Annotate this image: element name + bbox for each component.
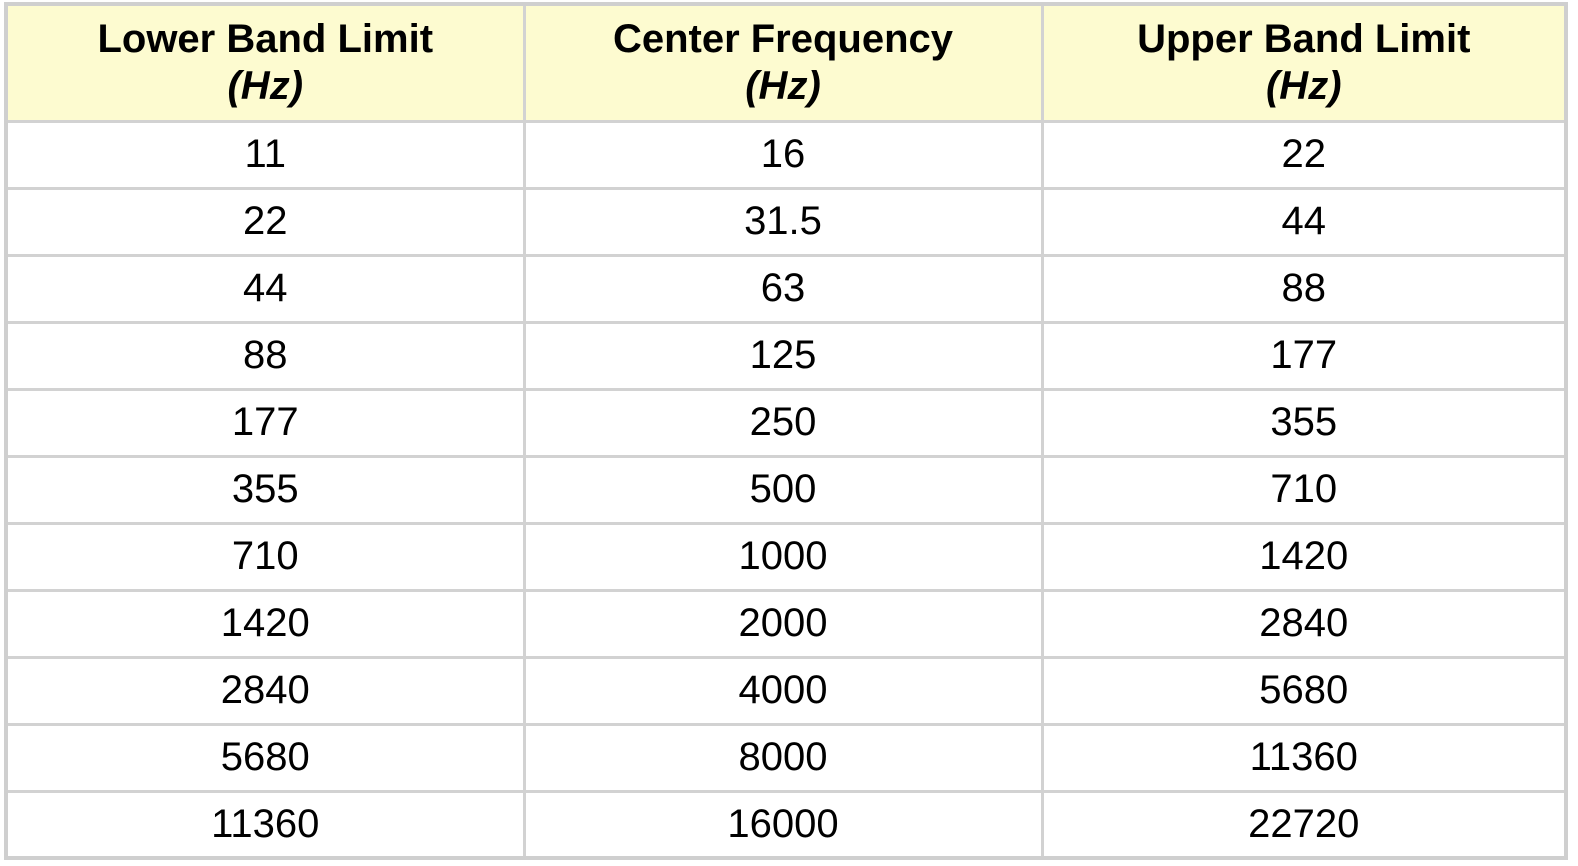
table-row: 88 125 177	[4, 320, 1568, 391]
table-row: 5680 8000 11360	[4, 722, 1568, 793]
header-unit: (Hz)	[745, 63, 821, 108]
table-row: 44 63 88	[4, 253, 1568, 324]
header-unit: (Hz)	[1265, 63, 1342, 108]
cell-lower: 22	[4, 186, 526, 257]
cell-lower: 11	[4, 119, 526, 190]
cell-lower: 2840	[4, 655, 526, 726]
header-row: Lower Band Limit (Hz) Center Frequency (…	[4, 2, 1568, 123]
cell-center: 16000	[522, 789, 1044, 860]
cell-center: 63	[522, 253, 1044, 324]
cell-upper: 710	[1040, 454, 1568, 525]
cell-upper: 5680	[1040, 655, 1568, 726]
header-upper-band-limit: Upper Band Limit (Hz)	[1040, 2, 1568, 123]
cell-center: 16	[522, 119, 1044, 190]
cell-upper: 1420	[1040, 521, 1568, 592]
header-unit: (Hz)	[227, 63, 304, 108]
table-row: 22 31.5 44	[4, 186, 1568, 257]
cell-lower: 177	[4, 387, 526, 458]
cell-lower: 44	[4, 253, 526, 324]
table-row: 2840 4000 5680	[4, 655, 1568, 726]
table-row: 1420 2000 2840	[4, 588, 1568, 659]
table-row: 11360 16000 22720	[4, 789, 1568, 860]
cell-lower: 11360	[4, 789, 526, 860]
header-center-frequency: Center Frequency (Hz)	[522, 2, 1044, 123]
cell-lower: 88	[4, 320, 526, 391]
cell-upper: 22720	[1040, 789, 1568, 860]
cell-upper: 2840	[1040, 588, 1568, 659]
cell-upper: 355	[1040, 387, 1568, 458]
header-lower-band-limit: Lower Band Limit (Hz)	[4, 2, 526, 123]
cell-center: 8000	[522, 722, 1044, 793]
table-header: Lower Band Limit (Hz) Center Frequency (…	[4, 2, 1568, 123]
cell-center: 31.5	[522, 186, 1044, 257]
cell-lower: 710	[4, 521, 526, 592]
cell-upper: 44	[1040, 186, 1568, 257]
table-row: 710 1000 1420	[4, 521, 1568, 592]
cell-center: 250	[522, 387, 1044, 458]
cell-lower: 355	[4, 454, 526, 525]
cell-center: 1000	[522, 521, 1044, 592]
cell-center: 500	[522, 454, 1044, 525]
cell-upper: 11360	[1040, 722, 1568, 793]
cell-upper: 177	[1040, 320, 1568, 391]
cell-center: 2000	[522, 588, 1044, 659]
table-row: 177 250 355	[4, 387, 1568, 458]
cell-lower: 5680	[4, 722, 526, 793]
header-name: Upper Band Limit	[1137, 16, 1471, 61]
header-name: Lower Band Limit	[97, 16, 434, 61]
cell-upper: 22	[1040, 119, 1568, 190]
cell-upper: 88	[1040, 253, 1568, 324]
octave-band-table: Lower Band Limit (Hz) Center Frequency (…	[4, 2, 1568, 860]
header-name: Center Frequency	[612, 16, 954, 61]
table-row: 11 16 22	[4, 119, 1568, 190]
table-body: 11 16 22 22 31.5 44 44 63 88 88 125 177 …	[4, 119, 1568, 860]
cell-center: 4000	[522, 655, 1044, 726]
cell-lower: 1420	[4, 588, 526, 659]
cell-center: 125	[522, 320, 1044, 391]
table-row: 355 500 710	[4, 454, 1568, 525]
octave-band-table-container: Lower Band Limit (Hz) Center Frequency (…	[4, 2, 1568, 860]
